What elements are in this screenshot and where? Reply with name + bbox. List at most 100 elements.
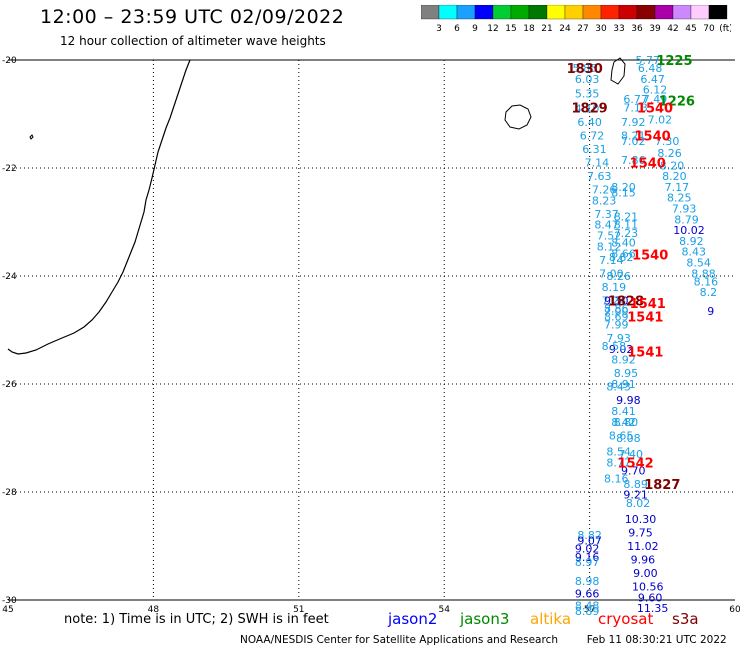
colorbar-swatch [421,5,440,20]
data-point-label: 8.89 [623,478,648,491]
data-point-label: 5.35 [575,87,600,100]
data-point-label: 9 [707,305,714,318]
colorbar-label: 15 [505,24,516,34]
data-point-label: 7.00 [599,267,624,280]
data-point-label: 8.86 [604,302,629,315]
data-point-label: 9.98 [616,394,641,407]
colorbar-label: 24 [559,24,571,34]
reunion-island [504,104,532,130]
data-point-label: 7.52 [597,230,622,243]
data-point-label: 8.79 [674,213,699,226]
colorbar-label: 21 [541,24,552,34]
colorbar-label: 6 [454,24,460,34]
data-point-label: 5.85 [573,62,598,75]
data-point-label: 8.77 [606,456,631,469]
y-tick-label: -20 [2,56,17,66]
data-point-label: 7.26 [592,184,617,197]
colorbar-swatch [564,5,584,20]
data-point-label: 6.77 [623,93,648,106]
y-tick-label: -22 [2,164,17,174]
data-point-label: 7.93 [606,332,631,345]
data-point-label: 8.89 [575,605,600,618]
colorbar-label: 42 [667,24,678,34]
colorbar-swatch [618,5,638,20]
data-point-label: 8.40 [611,237,636,250]
data-point-label: 8.91 [611,378,636,391]
chart-title: 12:00 – 23:59 UTC 02/09/2022 [40,6,345,28]
data-point-label: 8.97 [575,556,600,569]
data-point-label: 6.31 [582,143,607,156]
data-point-label: 5.77 [636,54,661,67]
data-point-label: 8.43 [606,381,631,394]
data-point-label: 8.20 [660,159,685,172]
credit-line: NOAA/NESDIS Center for Satellite Applica… [240,634,727,646]
data-point-label: 8.42 [611,416,636,429]
data-point-label: 7.14 [599,254,624,267]
credit-org: NOAA/NESDIS Center for Satellite Applica… [240,634,558,646]
time-label: 1827 [644,478,680,493]
data-point-label: 9.16 [575,551,600,564]
data-point-label: 11.02 [627,540,659,553]
colorbar-label: 12 [487,24,498,34]
legend-jason2: jason2 [388,610,438,628]
data-point-label: 8.54 [606,446,631,459]
data-point-label: 8.88 [691,267,716,280]
colorbar-label: 70 [703,24,715,34]
data-point-label: 8.80 [614,416,639,429]
footer-note: note: 1) Time is in UTC; 2) SWH is in fe… [64,612,329,627]
y-tick-label: -24 [2,272,17,282]
data-point-label: 9.66 [575,588,600,601]
data-point-label: 7.24 [602,294,627,307]
data-point-label: 6.12 [643,84,668,97]
data-point-label: 8.92 [679,235,704,248]
x-tick-label: 57 [584,605,595,615]
data-point-label: 8.58 [602,340,627,353]
time-label: 1225 [656,54,692,69]
data-point-label: 8.11 [614,219,639,232]
data-point-label: 8.23 [592,194,617,207]
data-point-label: 7.49 [643,93,668,106]
data-point-label: 9.07 [577,535,602,548]
data-point-label: 7.14 [585,157,610,170]
data-point-label: 8.15 [611,186,636,199]
frame [8,59,735,601]
colorbar-swatch [456,5,476,20]
colorbar-swatch [636,5,656,20]
data-point-label: 7.30 [655,135,680,148]
data-point-label: 7.40 [619,448,644,461]
data-point-label: 6.48 [638,62,663,75]
data-point-label: 9.96 [631,554,656,567]
legend-cryosat: cryosat [598,610,654,628]
colorbar-label: 45 [685,24,696,34]
data-point-label: 6.47 [640,73,665,86]
time-label: 1541 [627,346,663,361]
data-point-label: 8.47 [594,219,619,232]
data-point-label: 8.21 [614,211,639,224]
data-point-label: 8.69 [604,311,629,324]
chart-subtitle: 12 hour collection of altimeter wave hei… [60,34,326,48]
data-point-label: 9.30 [604,294,629,307]
data-point-label: 7.37 [594,208,619,221]
time-label: 1541 [630,297,666,312]
data-point-label: 8.41 [611,405,636,418]
colorbar-swatch [708,5,728,20]
data-point-label: 8.08 [616,432,641,445]
data-point-label: 8.82 [609,251,634,264]
data-point-label: 7.00 [604,305,629,318]
data-point-label: 7.93 [672,203,697,216]
data-point-label: 6.72 [580,130,605,143]
data-point-label: 7.02 [621,135,646,148]
data-point-label: 9.00 [633,567,658,580]
data-point-label: 8.48 [575,599,600,612]
data-point-label: 8.65 [609,429,634,442]
data-point-label: 8.12 [597,240,622,253]
colorbar-swatch [654,5,674,20]
time-label: 1542 [618,456,654,471]
data-point-label: 10.30 [625,513,657,526]
x-tick-label: 45 [2,605,13,615]
data-point-label: 7.13 [623,102,648,115]
x-tick-label: 48 [148,605,160,615]
colorbar-swatch [492,5,512,20]
